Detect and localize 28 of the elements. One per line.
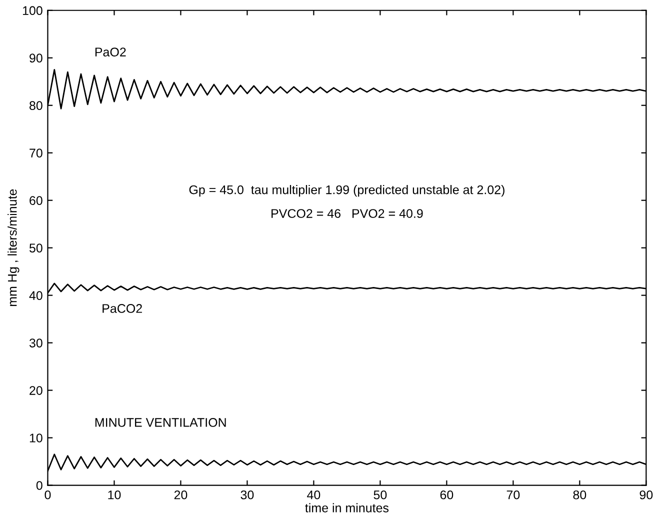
annotation: PVCO2 = 46 PVO2 = 40.9 <box>272 209 423 218</box>
y-tick-label: 10 <box>30 434 42 442</box>
x-tick-label: 10 <box>108 490 121 500</box>
y-tick-label: 50 <box>29 244 42 252</box>
x-tick-label: 90 <box>640 490 653 500</box>
annotation: MINUTE VENTILATION <box>95 418 226 427</box>
y-tick-label: 80 <box>30 101 42 110</box>
annotation: PaCO2 <box>102 304 142 313</box>
y-tick-label: 40 <box>29 291 42 300</box>
y-tick-label: 70 <box>30 148 42 158</box>
x-tick-label: 70 <box>506 490 520 500</box>
y-tick-label: 60 <box>30 196 42 205</box>
x-tick-label: 30 <box>240 490 254 500</box>
x-tick-label: 0 <box>44 490 51 500</box>
y-axis-title: mm Hg , liters/minute <box>8 189 20 306</box>
y-tick-label: 90 <box>30 54 42 63</box>
annotation: Gp = 45.0 tau multiplier 1.99 (predicted unstable at 2.02) <box>189 185 504 197</box>
x-axis-title: time in minutes <box>305 503 389 512</box>
y-tick-label: 100 <box>22 6 42 16</box>
x-tick-label: 40 <box>307 490 320 500</box>
x-tick-label: 50 <box>374 490 387 500</box>
y-tick-label: 0 <box>36 481 42 490</box>
x-tick-label: 20 <box>174 490 188 500</box>
x-tick-label: 80 <box>573 490 586 500</box>
annotation: PaO2 <box>95 48 126 56</box>
x-tick-label: 60 <box>440 490 454 500</box>
y-tick-label: 20 <box>30 386 42 395</box>
y-tick-label: 30 <box>29 338 42 348</box>
